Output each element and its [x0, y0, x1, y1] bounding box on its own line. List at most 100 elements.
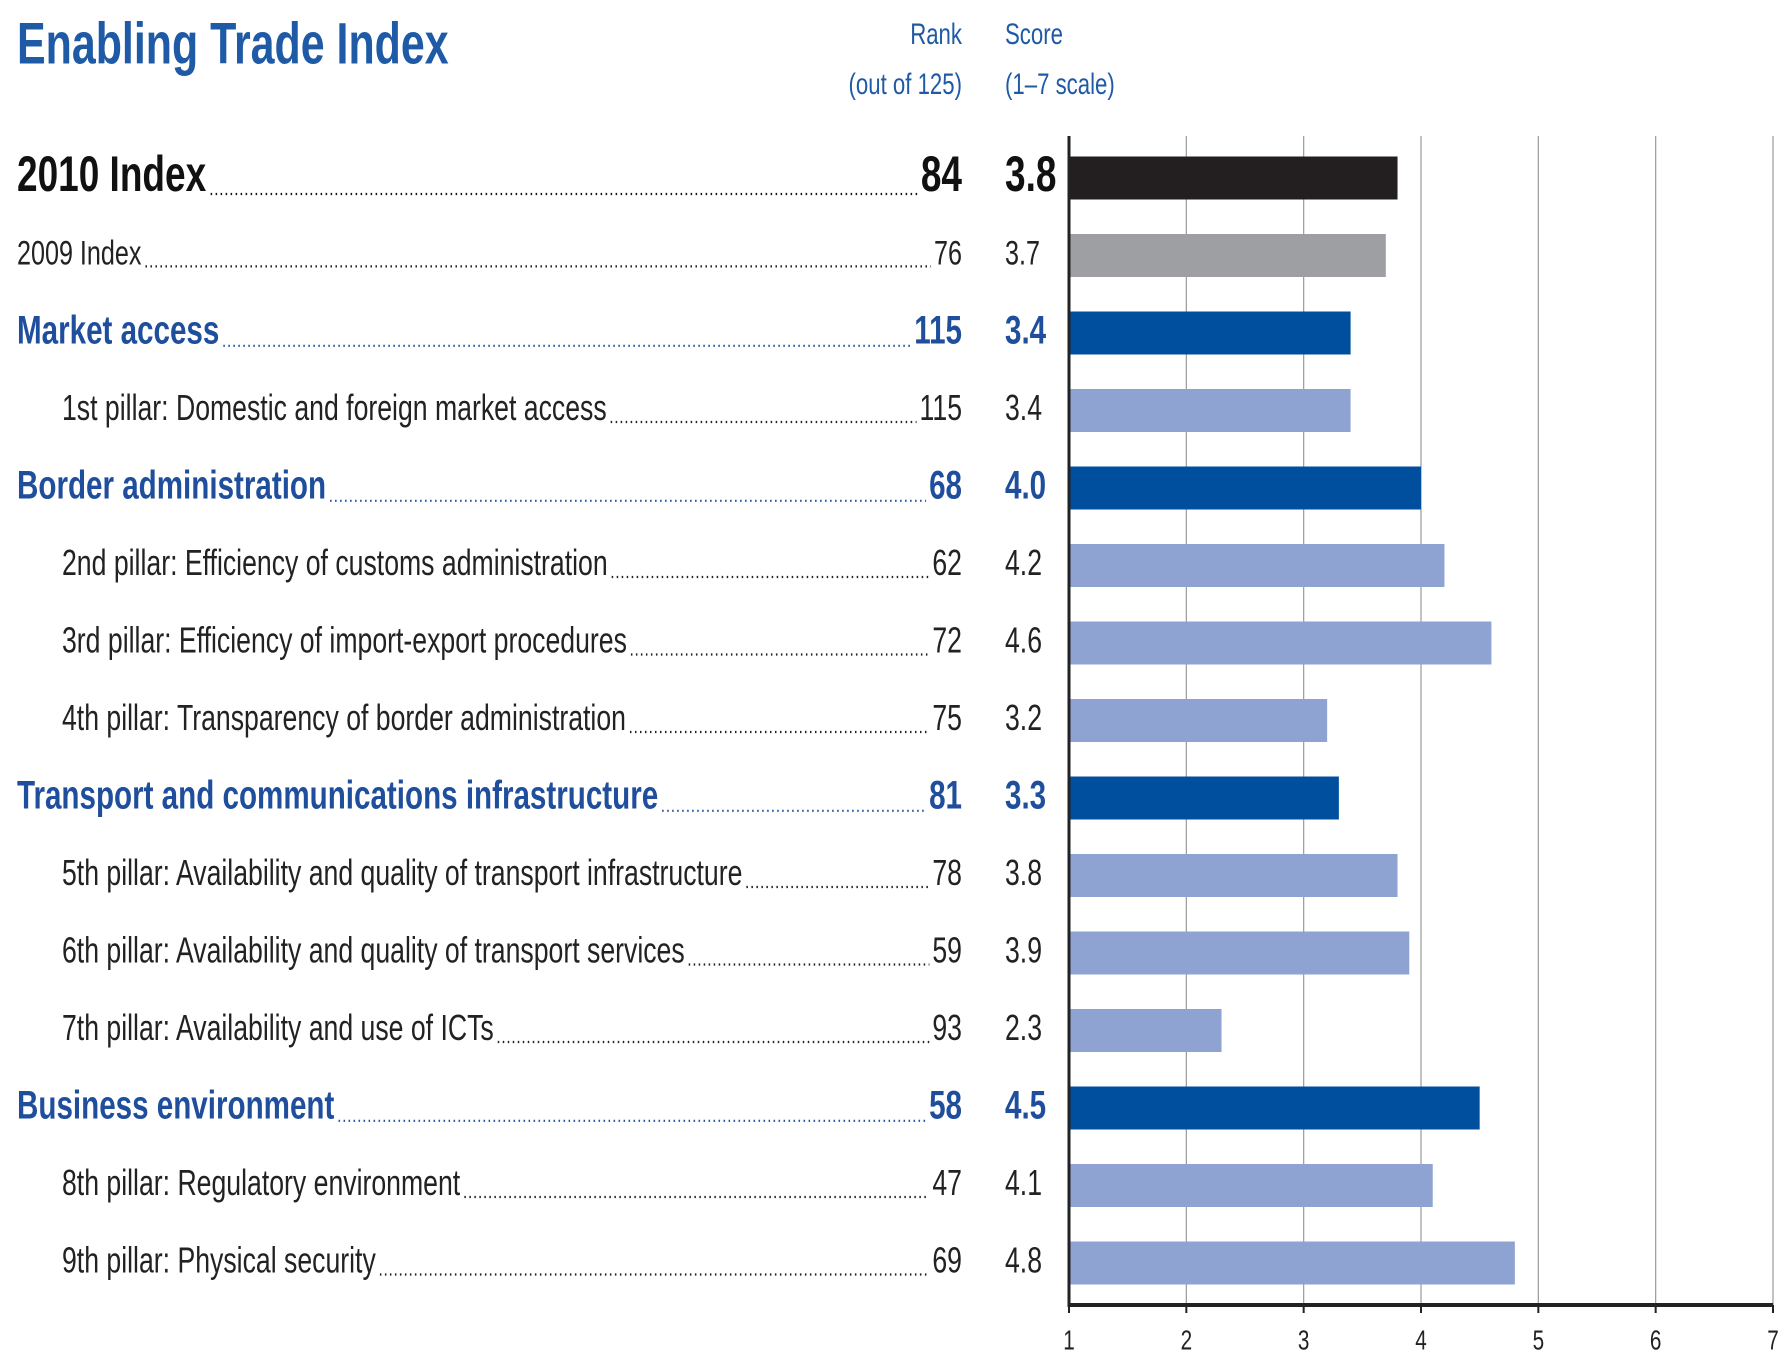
score-header-text: (1–7 scale): [1005, 67, 1115, 101]
rank-value: 84: [921, 147, 963, 203]
row-label: 6th pillar: Availability and quality of …: [62, 930, 685, 971]
score: 4.0: [1005, 463, 1046, 507]
value-label: 4.8: [1005, 1240, 1042, 1281]
rank-value: 72: [932, 620, 962, 661]
value-label: 3.4: [1005, 308, 1047, 352]
score: 3.2: [1005, 697, 1042, 738]
x-tick-label: 2: [1181, 1326, 1193, 1355]
rank: 93: [932, 1007, 962, 1048]
score: 4.8: [1005, 1240, 1042, 1281]
row-label: 2010 Index: [17, 147, 207, 203]
category-label: Market access: [17, 308, 219, 352]
rank: 75: [932, 697, 962, 738]
rank-value: 76: [934, 235, 962, 273]
score: 2.3: [1005, 1007, 1042, 1048]
x-tick: 6: [1650, 1326, 1662, 1355]
rank-value: 81: [929, 773, 962, 817]
x-tick: 7: [1767, 1326, 1779, 1355]
bar: [1070, 931, 1410, 975]
x-tick-label: 5: [1533, 1326, 1545, 1355]
value-label: 3.3: [1005, 773, 1046, 817]
rank: 115: [920, 387, 962, 428]
rank-value: 78: [932, 852, 962, 893]
rank-value: 58: [929, 1083, 962, 1127]
category-label: 2010 Index: [17, 147, 207, 203]
score: 4.5: [1005, 1083, 1046, 1127]
score: 3.7: [1005, 235, 1040, 273]
row-label: 3rd pillar: Efficiency of import-export …: [62, 620, 627, 661]
category-label: Transport and communications infrastruct…: [17, 773, 658, 817]
category-label: 2009 Index: [17, 235, 141, 273]
score: 3.8: [1005, 852, 1042, 893]
score: 3.4: [1005, 387, 1042, 428]
bar: [1070, 1009, 1222, 1052]
bar: [1070, 776, 1339, 820]
bar: [1070, 1164, 1433, 1207]
value-label: 2.3: [1005, 1007, 1042, 1048]
row-label: 9th pillar: Physical security: [62, 1240, 376, 1281]
row-label: Border administration: [17, 463, 326, 507]
value-label: 3.8: [1005, 852, 1042, 893]
row-label: 7th pillar: Availability and use of ICTs: [62, 1007, 494, 1048]
rank-value: 62: [932, 542, 962, 583]
rank-header: (out of 125): [849, 67, 962, 101]
rank: 81: [929, 773, 962, 817]
bar: [1070, 621, 1492, 665]
x-tick-label: 6: [1650, 1326, 1662, 1355]
row-label: Market access: [17, 308, 219, 352]
bar: [1070, 544, 1445, 587]
score-header: (1–7 scale): [1005, 67, 1115, 101]
category-label: 7th pillar: Availability and use of ICTs: [62, 1007, 494, 1048]
value-label: 4.2: [1005, 542, 1042, 583]
value-label: 3.4: [1005, 387, 1042, 428]
x-tick: 2: [1181, 1326, 1193, 1355]
rank: 78: [932, 852, 962, 893]
rank: 115: [914, 308, 962, 352]
row-label: 5th pillar: Availability and quality of …: [62, 852, 742, 893]
score: 3.4: [1005, 308, 1047, 352]
title-group: Enabling Trade Index: [17, 11, 449, 76]
rank-value: 93: [932, 1007, 962, 1048]
score: 3.8: [1005, 147, 1056, 203]
score: 4.2: [1005, 542, 1042, 583]
rank: 76: [934, 235, 962, 273]
rank-value: 68: [929, 463, 962, 507]
bar: [1070, 854, 1398, 897]
rank: 69: [932, 1240, 962, 1281]
category-label: 2nd pillar: Efficiency of customs admini…: [62, 542, 608, 583]
rank-value: 47: [932, 1162, 962, 1203]
row-label: Business environment: [17, 1083, 335, 1127]
rank: 72: [932, 620, 962, 661]
category-label: 9th pillar: Physical security: [62, 1240, 376, 1281]
rank: 59: [932, 930, 962, 971]
rank-header: Rank: [910, 17, 962, 51]
rank: 47: [932, 1162, 962, 1203]
rank: 84: [921, 147, 963, 203]
bar: [1070, 234, 1386, 277]
bar: [1070, 699, 1328, 742]
rank-header-text: Rank: [910, 17, 962, 51]
chart-title: Enabling Trade Index: [17, 11, 449, 76]
rank: 68: [929, 463, 962, 507]
value-label: 3.8: [1005, 147, 1056, 203]
category-label: 3rd pillar: Efficiency of import-export …: [62, 620, 627, 661]
rank-value: 69: [932, 1240, 962, 1281]
x-tick: 3: [1298, 1326, 1310, 1355]
score-header-text: Score: [1005, 17, 1063, 51]
category-label: 6th pillar: Availability and quality of …: [62, 930, 685, 971]
x-tick: 1: [1063, 1326, 1075, 1355]
value-label: 4.5: [1005, 1083, 1046, 1127]
rank: 62: [932, 542, 962, 583]
row-label: 1st pillar: Domestic and foreign market …: [62, 387, 607, 428]
rank-value: 75: [932, 697, 962, 738]
bar: [1070, 389, 1351, 432]
rank-value: 59: [932, 930, 962, 971]
bar: [1070, 311, 1351, 355]
x-tick-label: 4: [1415, 1326, 1427, 1355]
bar: [1070, 1241, 1515, 1285]
x-tick: 5: [1533, 1326, 1545, 1355]
value-label: 3.9: [1005, 930, 1042, 971]
bar: [1070, 466, 1421, 510]
x-tick-label: 7: [1767, 1326, 1779, 1355]
